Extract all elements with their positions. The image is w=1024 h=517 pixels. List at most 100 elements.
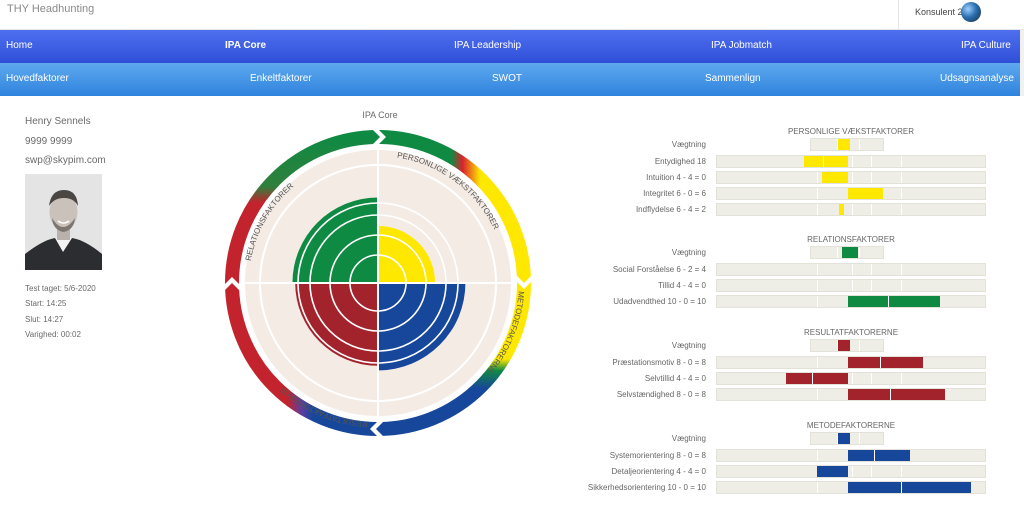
nav-ipa-culture[interactable]: IPA Culture: [961, 40, 1011, 51]
track-tick: [901, 172, 902, 183]
track-tick: [871, 280, 872, 291]
track-tick: [848, 433, 849, 444]
track-tick: [848, 340, 849, 351]
track-tick: [852, 450, 853, 461]
factor-label: Udadvendthed 10 - 0 = 10: [613, 297, 706, 306]
nav-ipa-jobmatch[interactable]: IPA Jobmatch: [711, 40, 772, 51]
factor-label: Systemorientering 8 - 0 = 8: [609, 451, 706, 460]
profile-name: Henry Sennels: [25, 116, 91, 127]
secondary-nav: Hovedfaktorer Enkeltfaktorer SWOT Sammen…: [0, 63, 1020, 96]
factor-track: [716, 388, 986, 401]
track-tick: [871, 373, 872, 384]
bar-separator: [901, 482, 902, 493]
scrollbar[interactable]: [1020, 30, 1024, 96]
factor-bar: [817, 466, 848, 477]
track-tick: [871, 172, 872, 183]
tab-swot[interactable]: SWOT: [492, 73, 522, 84]
factor-label: Selvstændighed 8 - 0 = 8: [616, 390, 706, 399]
track-tick: [901, 188, 902, 199]
track-tick: [871, 450, 872, 461]
top-bar: THY Headhunting Konsulent 2: [0, 0, 1024, 30]
bar-separator: [874, 450, 875, 461]
track-tick: [817, 156, 818, 167]
track-tick: [852, 466, 853, 477]
test-duration: Varighed: 00:02: [25, 330, 81, 339]
track-tick: [817, 188, 818, 199]
track-tick: [901, 357, 902, 368]
track-tick: [848, 247, 849, 258]
factor-label: Sikkerhedsorientering 10 - 0 = 10: [587, 483, 706, 492]
wheel-sector-result: [295, 283, 378, 366]
factor-track: [716, 279, 986, 292]
track-tick: [837, 247, 838, 258]
weight-track: [810, 246, 884, 259]
track-tick: [901, 466, 902, 477]
factor-label: Entydighed 18: [654, 157, 706, 166]
track-tick: [871, 357, 872, 368]
weight-bar: [838, 139, 850, 150]
track-tick: [817, 264, 818, 275]
nav-ipa-core[interactable]: IPA Core: [225, 40, 267, 51]
weight-track: [810, 138, 884, 151]
user-name[interactable]: Konsulent 2: [915, 7, 963, 17]
track-tick: [817, 172, 818, 183]
weight-label: Vægtning: [671, 140, 706, 149]
tab-hovedfaktorer[interactable]: Hovedfaktorer: [6, 73, 69, 84]
track-tick: [817, 296, 818, 307]
app-title: THY Headhunting: [7, 3, 95, 15]
factor-label: Intuition 4 - 4 = 0: [646, 173, 706, 182]
track-tick: [871, 204, 872, 215]
track-tick: [871, 296, 872, 307]
bar-separator: [823, 156, 824, 167]
track-tick: [871, 466, 872, 477]
factor-bar: [848, 296, 941, 307]
track-tick: [901, 373, 902, 384]
track-tick: [817, 280, 818, 291]
track-tick: [859, 340, 860, 351]
track-tick: [901, 450, 902, 461]
track-tick: [852, 280, 853, 291]
factor-bar: [786, 373, 848, 384]
profile-email[interactable]: swp@skypim.com: [25, 155, 106, 166]
factor-track: [716, 203, 986, 216]
tab-enkeltfaktorer[interactable]: Enkeltfaktorer: [250, 73, 312, 84]
nav-home[interactable]: Home: [6, 40, 33, 51]
track-tick: [837, 433, 838, 444]
factor-bar: [848, 482, 972, 493]
nav-ipa-leadership[interactable]: IPA Leadership: [454, 40, 522, 51]
user-avatar[interactable]: [961, 2, 981, 22]
track-tick: [901, 296, 902, 307]
tab-sammenlign[interactable]: Sammenlign: [705, 73, 761, 84]
track-tick: [852, 188, 853, 199]
track-tick: [871, 264, 872, 275]
test-start: Start: 14:25: [25, 299, 67, 308]
track-tick: [852, 264, 853, 275]
factor-track: [716, 187, 986, 200]
weight-bar: [842, 247, 858, 258]
track-tick: [817, 373, 818, 384]
section-title: PERSONLIGE VÆKSTFAKTORER: [787, 127, 915, 136]
tab-udsagnsanalyse[interactable]: Udsagnsanalyse: [940, 73, 1014, 84]
track-tick: [852, 156, 853, 167]
track-tick: [852, 204, 853, 215]
factor-label: Integritet 6 - 0 = 6: [643, 189, 706, 198]
profile-phone: 9999 9999: [25, 136, 73, 147]
weight-label: Vægtning: [671, 248, 706, 257]
track-tick: [817, 482, 818, 493]
bar-separator: [812, 373, 814, 384]
track-tick: [852, 482, 853, 493]
user-menu[interactable]: Konsulent 2: [898, 0, 1024, 29]
track-tick: [852, 296, 853, 307]
factor-bar: [848, 450, 910, 461]
bar-separator: [890, 389, 891, 400]
bar-separator: [888, 296, 889, 307]
track-tick: [852, 357, 853, 368]
section-title: RELATIONSFAKTORER: [807, 235, 895, 244]
track-tick: [817, 357, 818, 368]
factor-track: [716, 155, 986, 168]
track-tick: [859, 433, 860, 444]
track-tick: [817, 389, 818, 400]
weight-track: [810, 339, 884, 352]
track-tick: [871, 188, 872, 199]
track-tick: [901, 264, 902, 275]
